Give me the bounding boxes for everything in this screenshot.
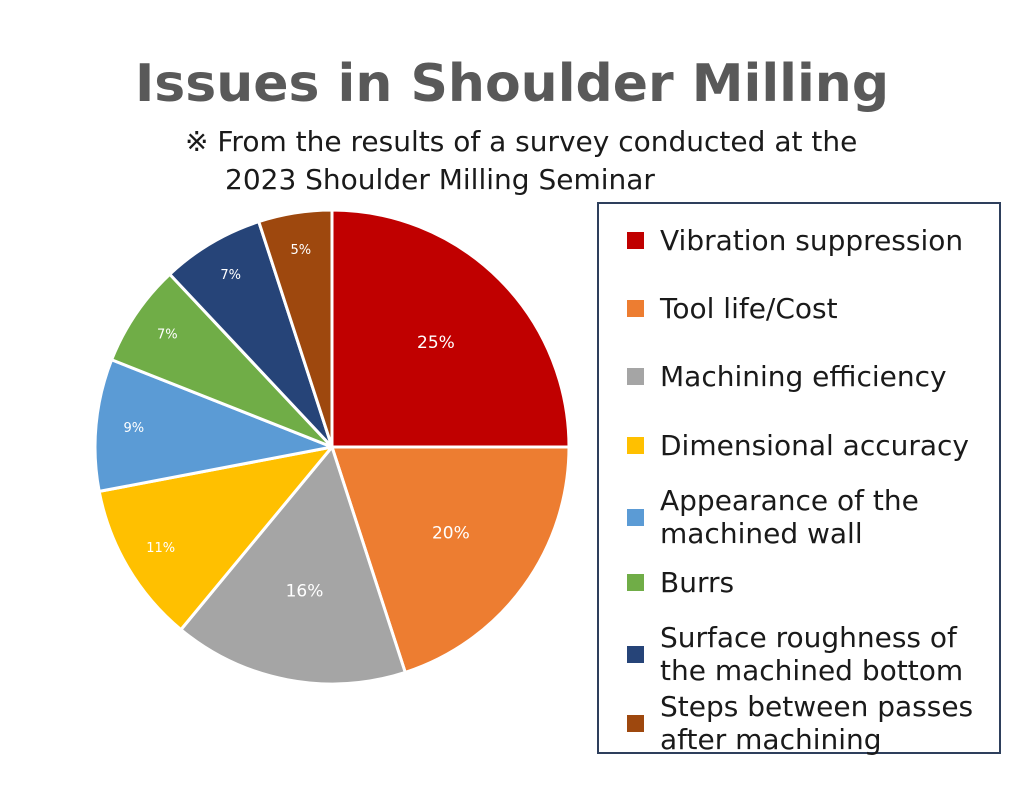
legend-swatch	[627, 574, 644, 591]
legend-item-tool-life-cost: Tool life/Cost	[627, 292, 838, 325]
data-label-tool-life-cost: 20%	[432, 523, 470, 543]
legend-label: Tool life/Cost	[660, 292, 838, 325]
data-label-steps-between-passes-after-machining: 5%	[291, 243, 312, 258]
legend-item-machining-efficiency: Machining efficiency	[627, 360, 947, 393]
data-label-dimensional-accuracy: 11%	[146, 541, 175, 556]
pie-slice-machining-efficiency	[179, 445, 407, 686]
legend-swatch	[627, 368, 644, 385]
chart-title: Issues in Shoulder Milling	[134, 54, 890, 114]
legend-item-burrs: Burrs	[627, 566, 734, 599]
legend-item-surface-roughness-of-the-machined-bottom: Surface roughness of the machined bottom	[627, 621, 963, 687]
data-label-burrs: 7%	[157, 328, 178, 343]
legend-item-appearance-of-the-machined-wall: Appearance of the machined wall	[627, 484, 919, 550]
legend-swatch	[627, 437, 644, 454]
legend-item-steps-between-passes-after-machining: Steps between passes after machining	[627, 690, 973, 756]
pie-slice-tool-life-cost	[330, 445, 571, 674]
subtitle-line-2: 2023 Shoulder Milling Seminar	[225, 163, 655, 196]
legend-swatch	[627, 232, 644, 249]
pie-slice-steps-between-passes-after-machining	[257, 208, 334, 449]
legend-item-vibration-suppression: Vibration suppression	[627, 224, 963, 257]
legend-label: Appearance of the machined wall	[660, 484, 919, 550]
legend-label: Vibration suppression	[660, 224, 964, 257]
legend-item-dimensional-accuracy: Dimensional accuracy	[627, 429, 969, 462]
chart-subtitle: ※ From the results of a survey conducted…	[185, 123, 857, 199]
legend-label: Surface roughness of the machined bottom	[660, 621, 964, 687]
legend-swatch	[627, 714, 644, 732]
data-label-machining-efficiency: 16%	[286, 581, 324, 601]
legend-swatch	[627, 645, 644, 663]
pie-slice-surface-roughness-of-the-machined-bottom	[168, 220, 334, 449]
chart-legend: Vibration suppression Tool life/Cost Machi…	[597, 202, 1001, 756]
pie-slice-dimensional-accuracy	[97, 445, 334, 632]
subtitle-line-1: ※ From the results of a survey conducted…	[185, 125, 858, 158]
legend-swatch	[627, 300, 644, 317]
pie-slice-appearance-of-the-machined-wall	[93, 358, 334, 493]
data-label-appearance-of-the-machined-wall: 9%	[123, 421, 144, 436]
pie-slice-vibration-suppression	[330, 208, 571, 449]
legend-label: Steps between passes after machining	[660, 690, 974, 756]
legend-label: Dimensional accuracy	[660, 429, 969, 462]
legend-swatch	[627, 508, 644, 526]
data-label-surface-roughness-of-the-machined-bottom: 7%	[220, 268, 241, 283]
pie-slice-burrs	[110, 272, 334, 449]
legend-label: Machining efficiency	[660, 360, 947, 393]
data-label-vibration-suppression: 25%	[417, 333, 455, 353]
legend-label: Burrs	[660, 566, 735, 599]
